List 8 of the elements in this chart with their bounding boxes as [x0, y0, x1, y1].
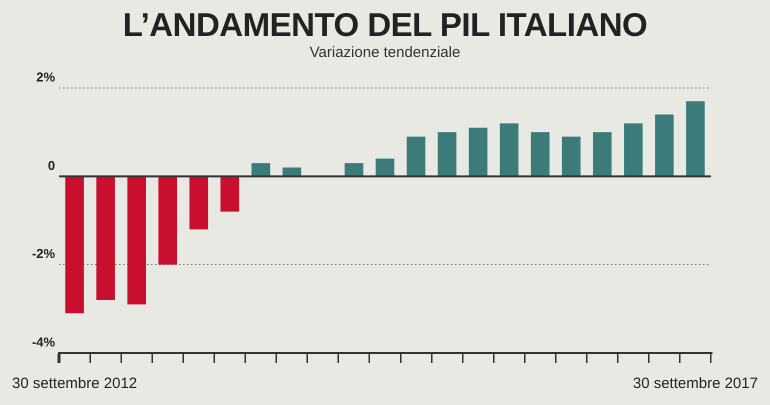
y-tick-label: -4%: [32, 334, 56, 350]
y-tick-label: 2%: [36, 70, 56, 85]
x-tick-label: 30 settembre 2017: [632, 375, 758, 392]
x-tick-label: 30 settembre 2012: [12, 375, 138, 392]
chart-subtitle: Variazione tendenziale: [308, 44, 462, 62]
y-tick-label: -2%: [32, 246, 56, 262]
chart-title: L’ANDAMENTO DEL PIL ITALIANO: [122, 6, 648, 44]
y-tick-label: 0: [48, 158, 56, 173]
